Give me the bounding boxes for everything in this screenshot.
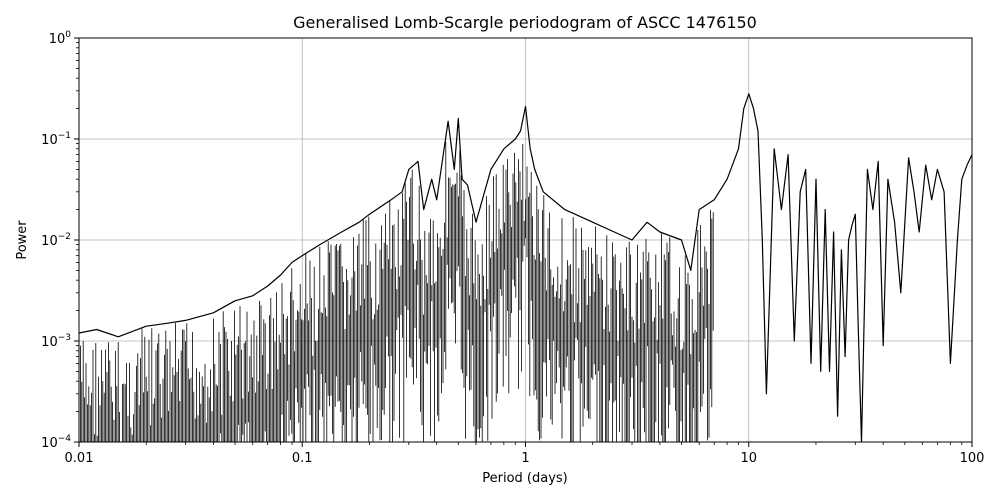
chart-title: Generalised Lomb-Scargle periodogram of … — [293, 13, 757, 32]
x-tick-label: 10 — [740, 451, 757, 466]
y-axis-ticks: 10−4 10−3 10−2 10−1 100 — [41, 30, 79, 451]
y-axis-label: Power — [15, 220, 30, 260]
x-tick-label: 1 — [521, 451, 529, 466]
x-tick-label: 100 — [960, 451, 985, 466]
x-axis-ticks: 0.01 0.1 1 10 100 — [65, 442, 985, 466]
grid-lines — [79, 38, 972, 442]
x-tick-label: 0.1 — [292, 451, 313, 466]
y-tick-label: 10−2 — [41, 232, 71, 249]
x-axis-label: Period (days) — [482, 471, 568, 486]
y-tick-label: 10−1 — [41, 131, 71, 148]
y-tick-label: 10−4 — [41, 434, 71, 451]
x-tick-label: 0.01 — [65, 451, 94, 466]
plot-area — [79, 93, 972, 442]
y-tick-label: 10−3 — [41, 333, 71, 350]
y-tick-label: 100 — [49, 30, 72, 47]
dense-noise-region — [79, 141, 714, 442]
power-series-line — [79, 93, 972, 442]
